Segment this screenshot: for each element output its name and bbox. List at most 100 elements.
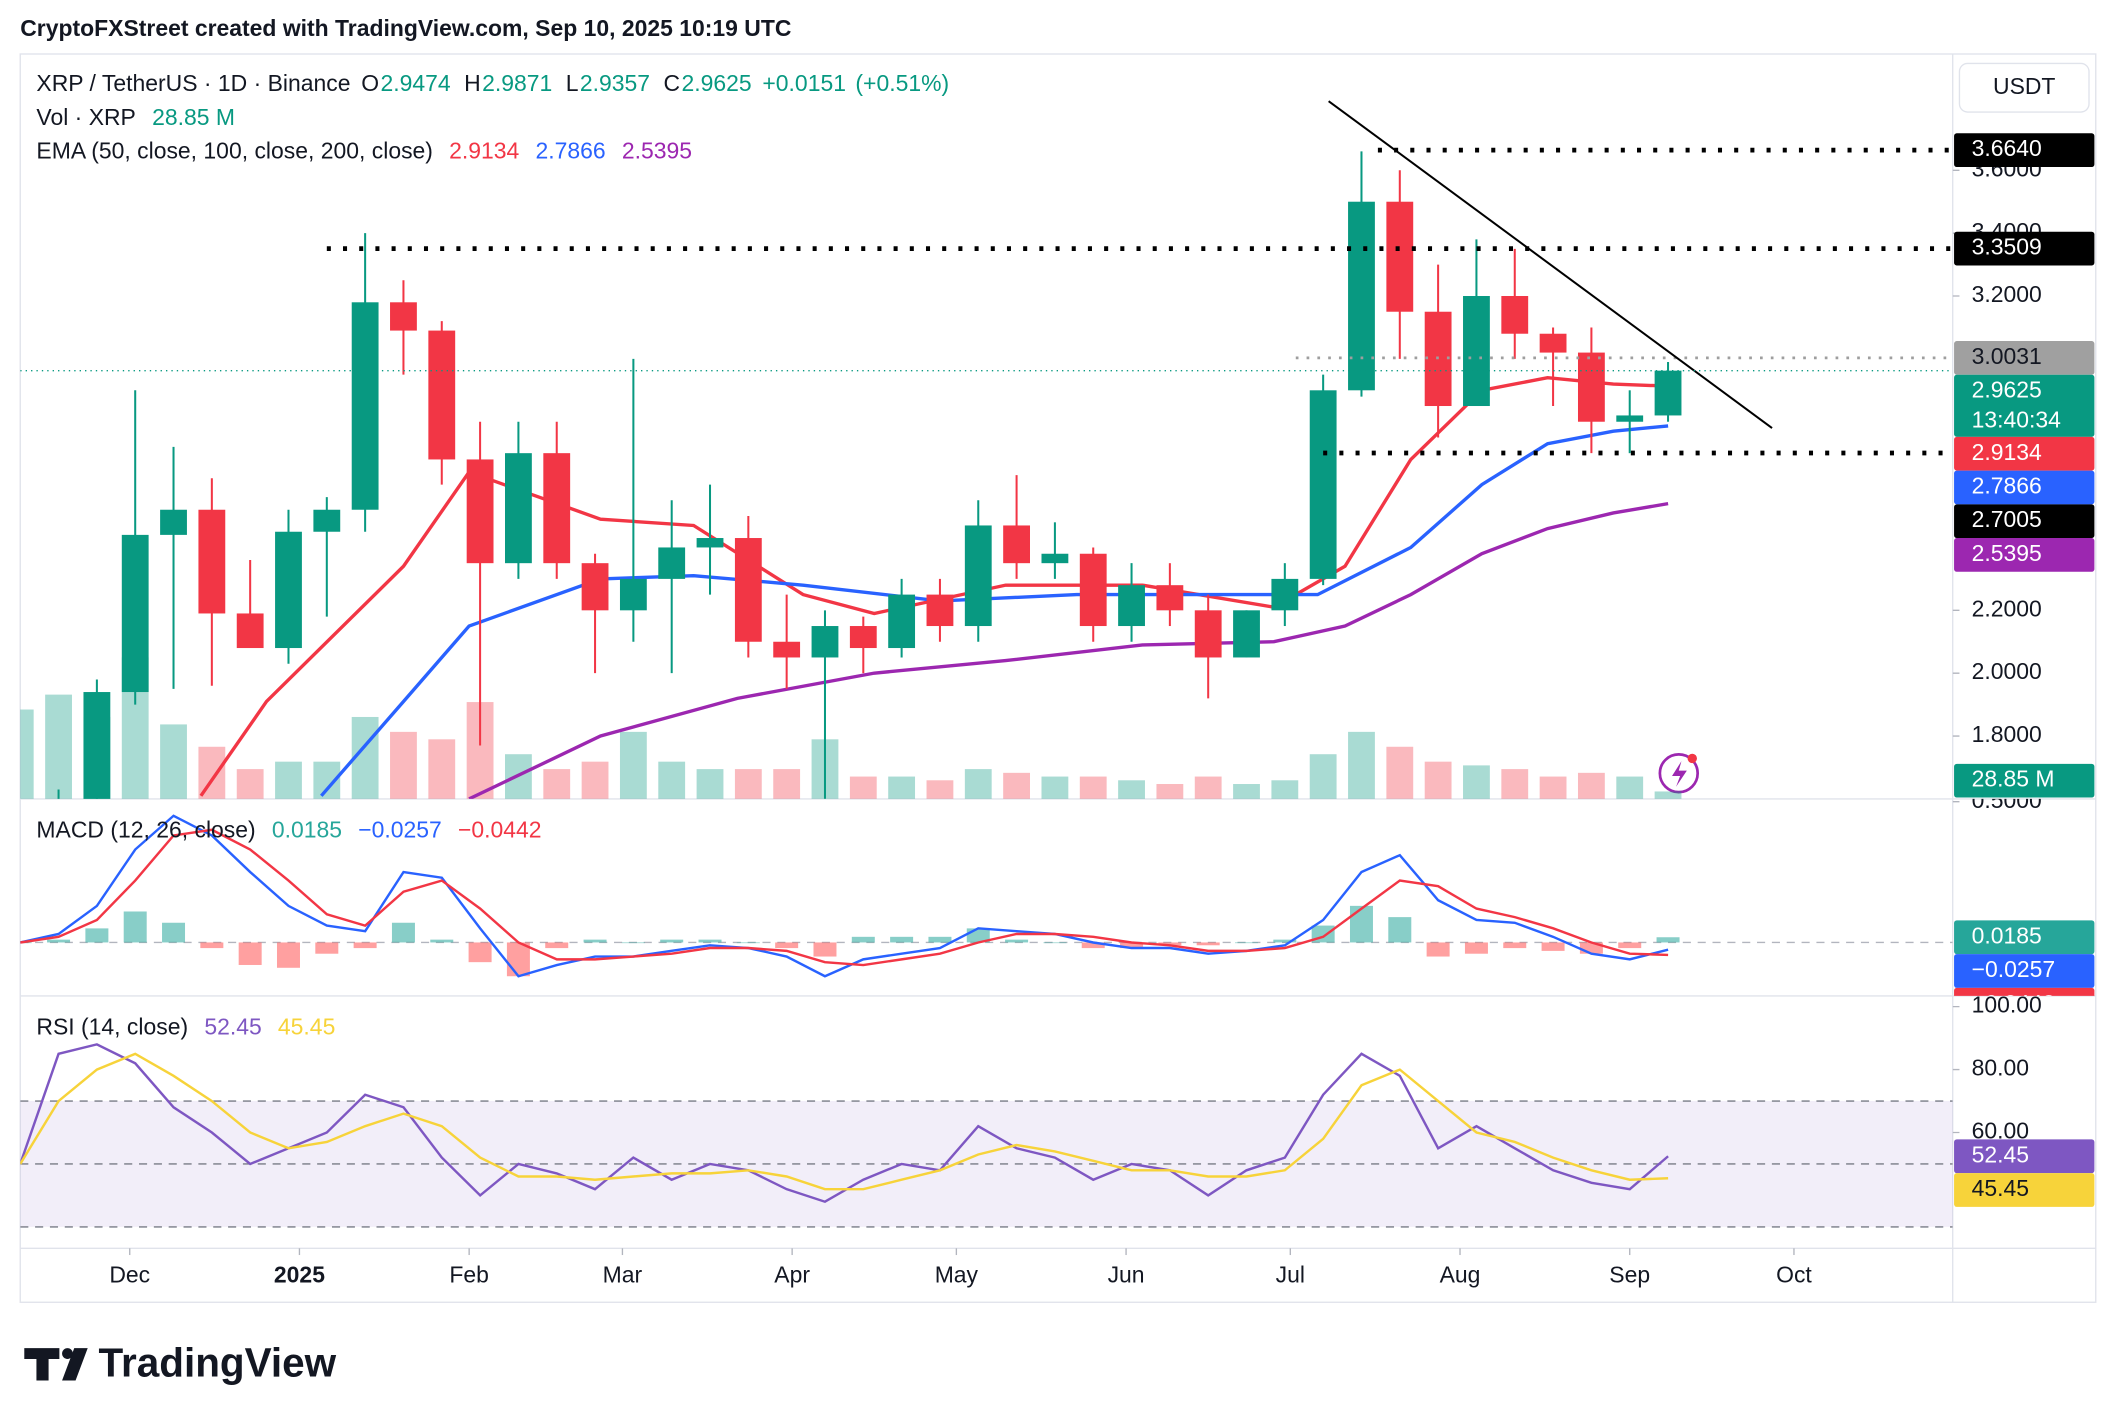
volume-bar (964, 769, 992, 799)
volume-bar (888, 776, 916, 799)
currency-box (1958, 62, 2090, 113)
axis-badge (1954, 470, 2095, 505)
candle-body (236, 613, 264, 649)
legend-value: 2.9625 (681, 70, 751, 96)
legend-value: −0.0257 (358, 816, 442, 842)
candle-body (1654, 370, 1682, 416)
chart-icon-ring (1658, 753, 1700, 794)
candle-body (1003, 525, 1030, 564)
ema-line (468, 501, 1669, 799)
histogram-bar (1464, 942, 1488, 954)
axis-badge (1954, 987, 2095, 996)
histogram-bar (1120, 942, 1144, 949)
candle-body (351, 302, 379, 510)
candle-body (811, 626, 839, 658)
histogram-bar (1426, 942, 1450, 957)
header-text: CryptoFXStreet created with TradingView.… (20, 15, 791, 41)
candle-body (275, 531, 302, 649)
axis-badge (1954, 231, 2095, 266)
volume-bar (773, 769, 801, 799)
volume-bar (1386, 746, 1414, 799)
volume-bar (696, 769, 724, 799)
volume-bar (1616, 776, 1644, 799)
histogram-bar (391, 922, 415, 943)
histogram-bar (1273, 939, 1297, 943)
volume-bar (236, 769, 264, 799)
candle-body (428, 330, 456, 460)
logo-mark (24, 1348, 60, 1381)
volume-bar (1463, 765, 1490, 799)
legend-value: −0.0442 (458, 816, 542, 842)
histogram-bar (315, 942, 339, 954)
volume-bar (390, 731, 417, 799)
axis-badge (1954, 341, 2095, 375)
volume-bar (275, 761, 302, 799)
axis-badge (1954, 436, 2095, 471)
histogram-bar (123, 911, 147, 943)
legend-label: O (361, 70, 379, 96)
volume-bar (45, 694, 72, 799)
candle-body (888, 594, 916, 649)
volume-bar (1501, 769, 1529, 799)
histogram-bar (1541, 942, 1565, 951)
candle-body (121, 534, 149, 693)
volume-bar (160, 724, 187, 799)
axis-badge-label: 2.9625 (1972, 377, 2042, 403)
footer-brand: TradingView (99, 1339, 337, 1385)
axis-badge-label: 13:40:34 (1972, 406, 2062, 432)
volume-bar (658, 761, 686, 799)
candle-body (581, 563, 609, 611)
histogram-bar (928, 936, 952, 943)
histogram-bar (162, 922, 186, 943)
y-tick-label: 2.0000 (1972, 658, 2042, 684)
axis-badge-label: 2.7005 (1972, 506, 2042, 532)
volume-bar (1577, 772, 1605, 799)
legend-value: 28.85 M (152, 104, 235, 130)
candle-body (964, 525, 992, 627)
legend-label: C (664, 70, 681, 96)
histogram-bar (506, 942, 530, 977)
logo-mark (62, 1348, 88, 1381)
axis-badge-label: −0.0257 (1972, 956, 2056, 982)
legend-value: 2.5395 (622, 138, 692, 164)
histogram-bar (1503, 942, 1527, 949)
volume-bar (1271, 780, 1299, 799)
axis-badge-label: 2.9134 (1972, 439, 2042, 465)
x-tick-label: Dec (109, 1262, 150, 1288)
y-tick-label: 80.00 (1972, 1055, 2029, 1081)
x-tick-label: Oct (1776, 1262, 1812, 1288)
histogram-bar (851, 936, 875, 943)
histogram-bar (698, 939, 722, 943)
candle-body (466, 459, 494, 564)
histogram-bar (736, 942, 760, 944)
histogram-bar (1579, 942, 1603, 954)
histogram-bar (545, 942, 569, 949)
axis-badge (1954, 504, 2095, 539)
histogram-bar (660, 939, 684, 943)
candle-body (696, 538, 724, 548)
axis-badge-label: 52.45 (1972, 1141, 2029, 1167)
candle-body (1386, 201, 1414, 312)
legend-value: +0.0151 (762, 70, 846, 96)
histogram-bar (353, 942, 377, 949)
legend-title: RSI (14, close) (36, 1013, 188, 1039)
legend-value: 52.45 (204, 1013, 261, 1039)
x-tick-label: Jul (1276, 1262, 1305, 1288)
candle-body (198, 509, 226, 614)
volume-bar (1233, 784, 1260, 799)
histogram-bar (276, 942, 300, 968)
x-tick-label: Jun (1108, 1262, 1145, 1288)
volume-bar (1118, 780, 1145, 799)
volume-badge-label: 28.85 M (1972, 766, 2055, 792)
legend-value: 0.0185 (272, 816, 342, 842)
legend-label: H (464, 70, 481, 96)
indicator-line (20, 828, 1669, 967)
volume-bar (1424, 761, 1452, 799)
histogram-bar (775, 942, 799, 949)
histogram-bar (1388, 917, 1412, 943)
histogram-bar (468, 942, 492, 963)
x-tick-label: Mar (603, 1262, 643, 1288)
